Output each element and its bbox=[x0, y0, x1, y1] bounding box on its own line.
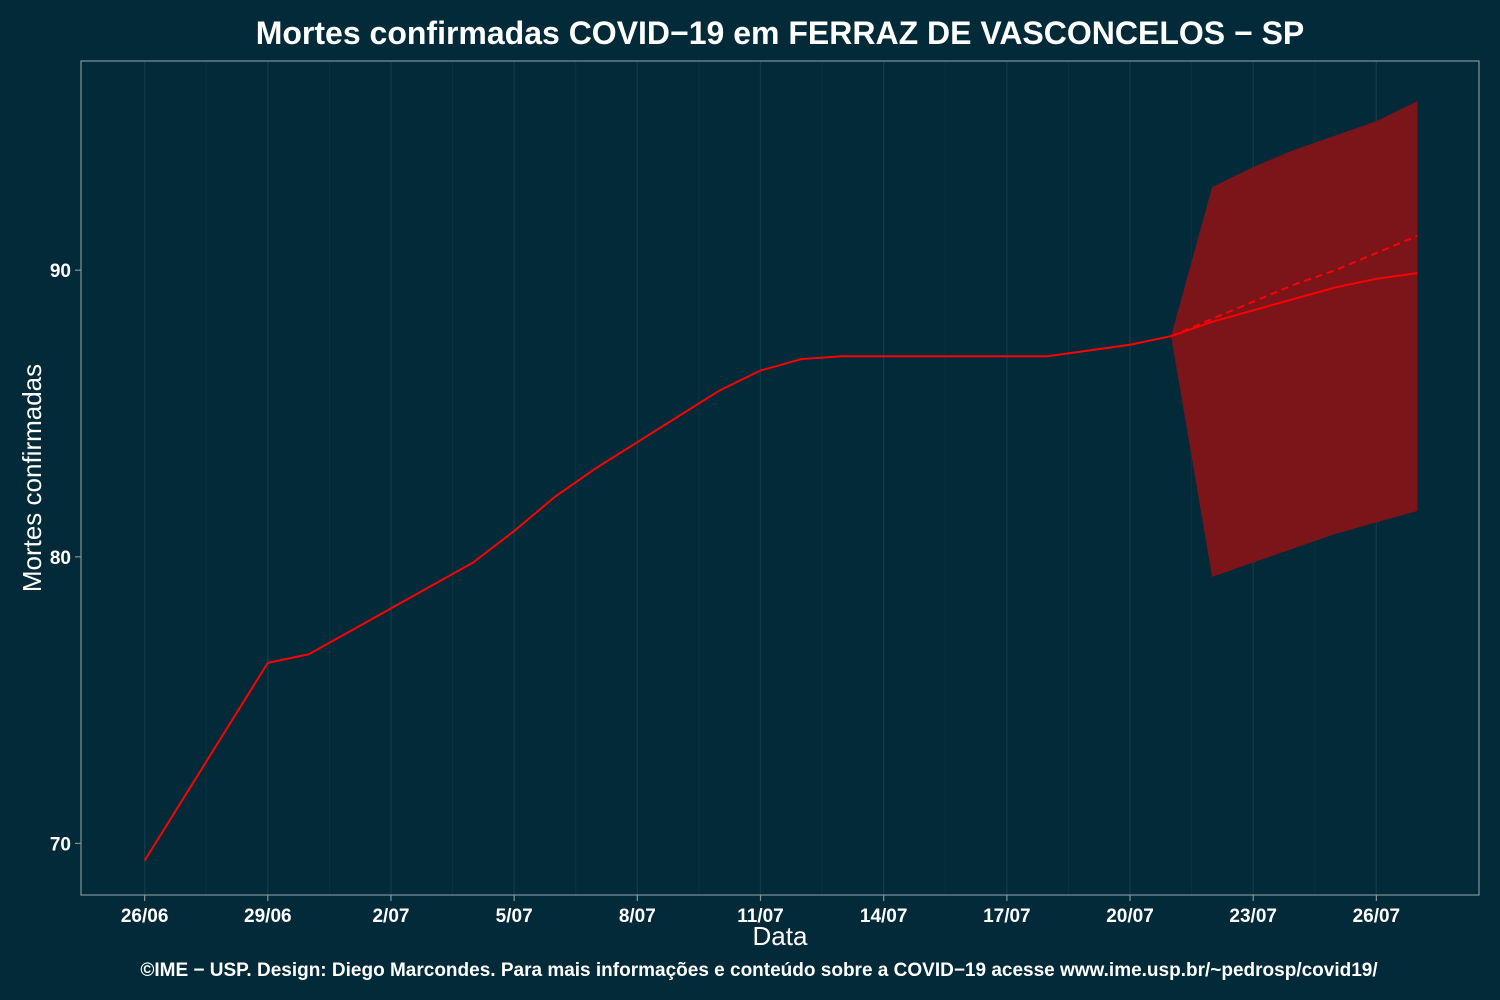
y-tick-label: 70 bbox=[50, 834, 71, 855]
x-tick-label: 26/06 bbox=[121, 906, 169, 927]
y-axis-title: Mortes confirmadas bbox=[17, 364, 47, 592]
y-tick-label: 80 bbox=[50, 548, 71, 569]
footer-credit: ©IME − USP. Design: Diego Marcondes. Par… bbox=[140, 960, 1378, 981]
x-tick-label: 2/07 bbox=[372, 906, 409, 927]
x-tick-label: 17/07 bbox=[983, 906, 1031, 927]
x-tick-label: 23/07 bbox=[1229, 906, 1277, 927]
x-tick-label: 20/07 bbox=[1106, 906, 1154, 927]
grid-lines bbox=[145, 61, 1377, 895]
x-tick-label: 26/07 bbox=[1353, 906, 1401, 927]
chart-title: Mortes confirmadas COVID−19 em FERRAZ DE… bbox=[256, 15, 1305, 51]
x-tick-label: 14/07 bbox=[860, 906, 908, 927]
x-axis-title: Data bbox=[753, 921, 808, 951]
x-tick-label: 8/07 bbox=[619, 906, 656, 927]
x-tick-label: 29/06 bbox=[244, 906, 292, 927]
x-tick-label: 5/07 bbox=[496, 906, 533, 927]
y-tick-label: 90 bbox=[50, 261, 71, 282]
